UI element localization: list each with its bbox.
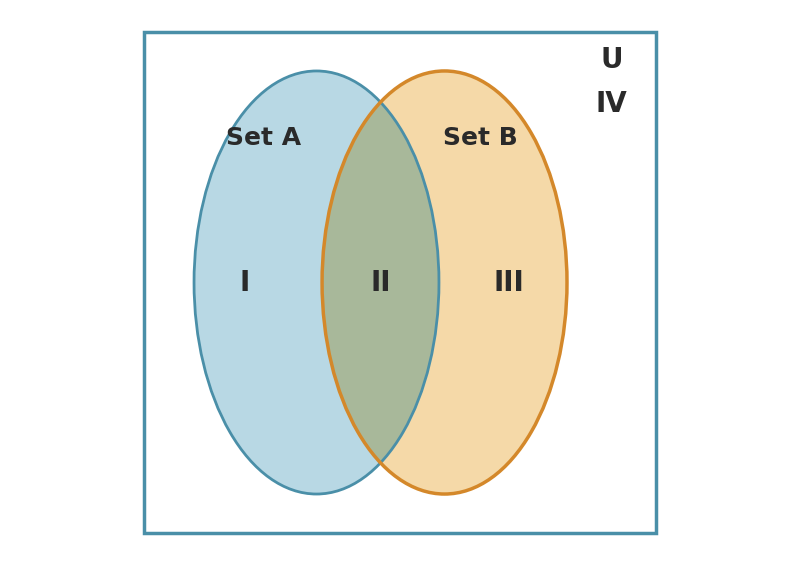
Text: Set A: Set A: [226, 126, 301, 150]
Text: U: U: [600, 46, 622, 74]
Text: I: I: [239, 268, 250, 297]
Text: II: II: [370, 268, 390, 297]
Ellipse shape: [322, 71, 567, 494]
Ellipse shape: [194, 71, 439, 494]
Text: IV: IV: [596, 90, 627, 118]
Text: Set B: Set B: [443, 126, 518, 150]
Ellipse shape: [194, 71, 439, 494]
Text: III: III: [493, 268, 524, 297]
Ellipse shape: [322, 71, 567, 494]
